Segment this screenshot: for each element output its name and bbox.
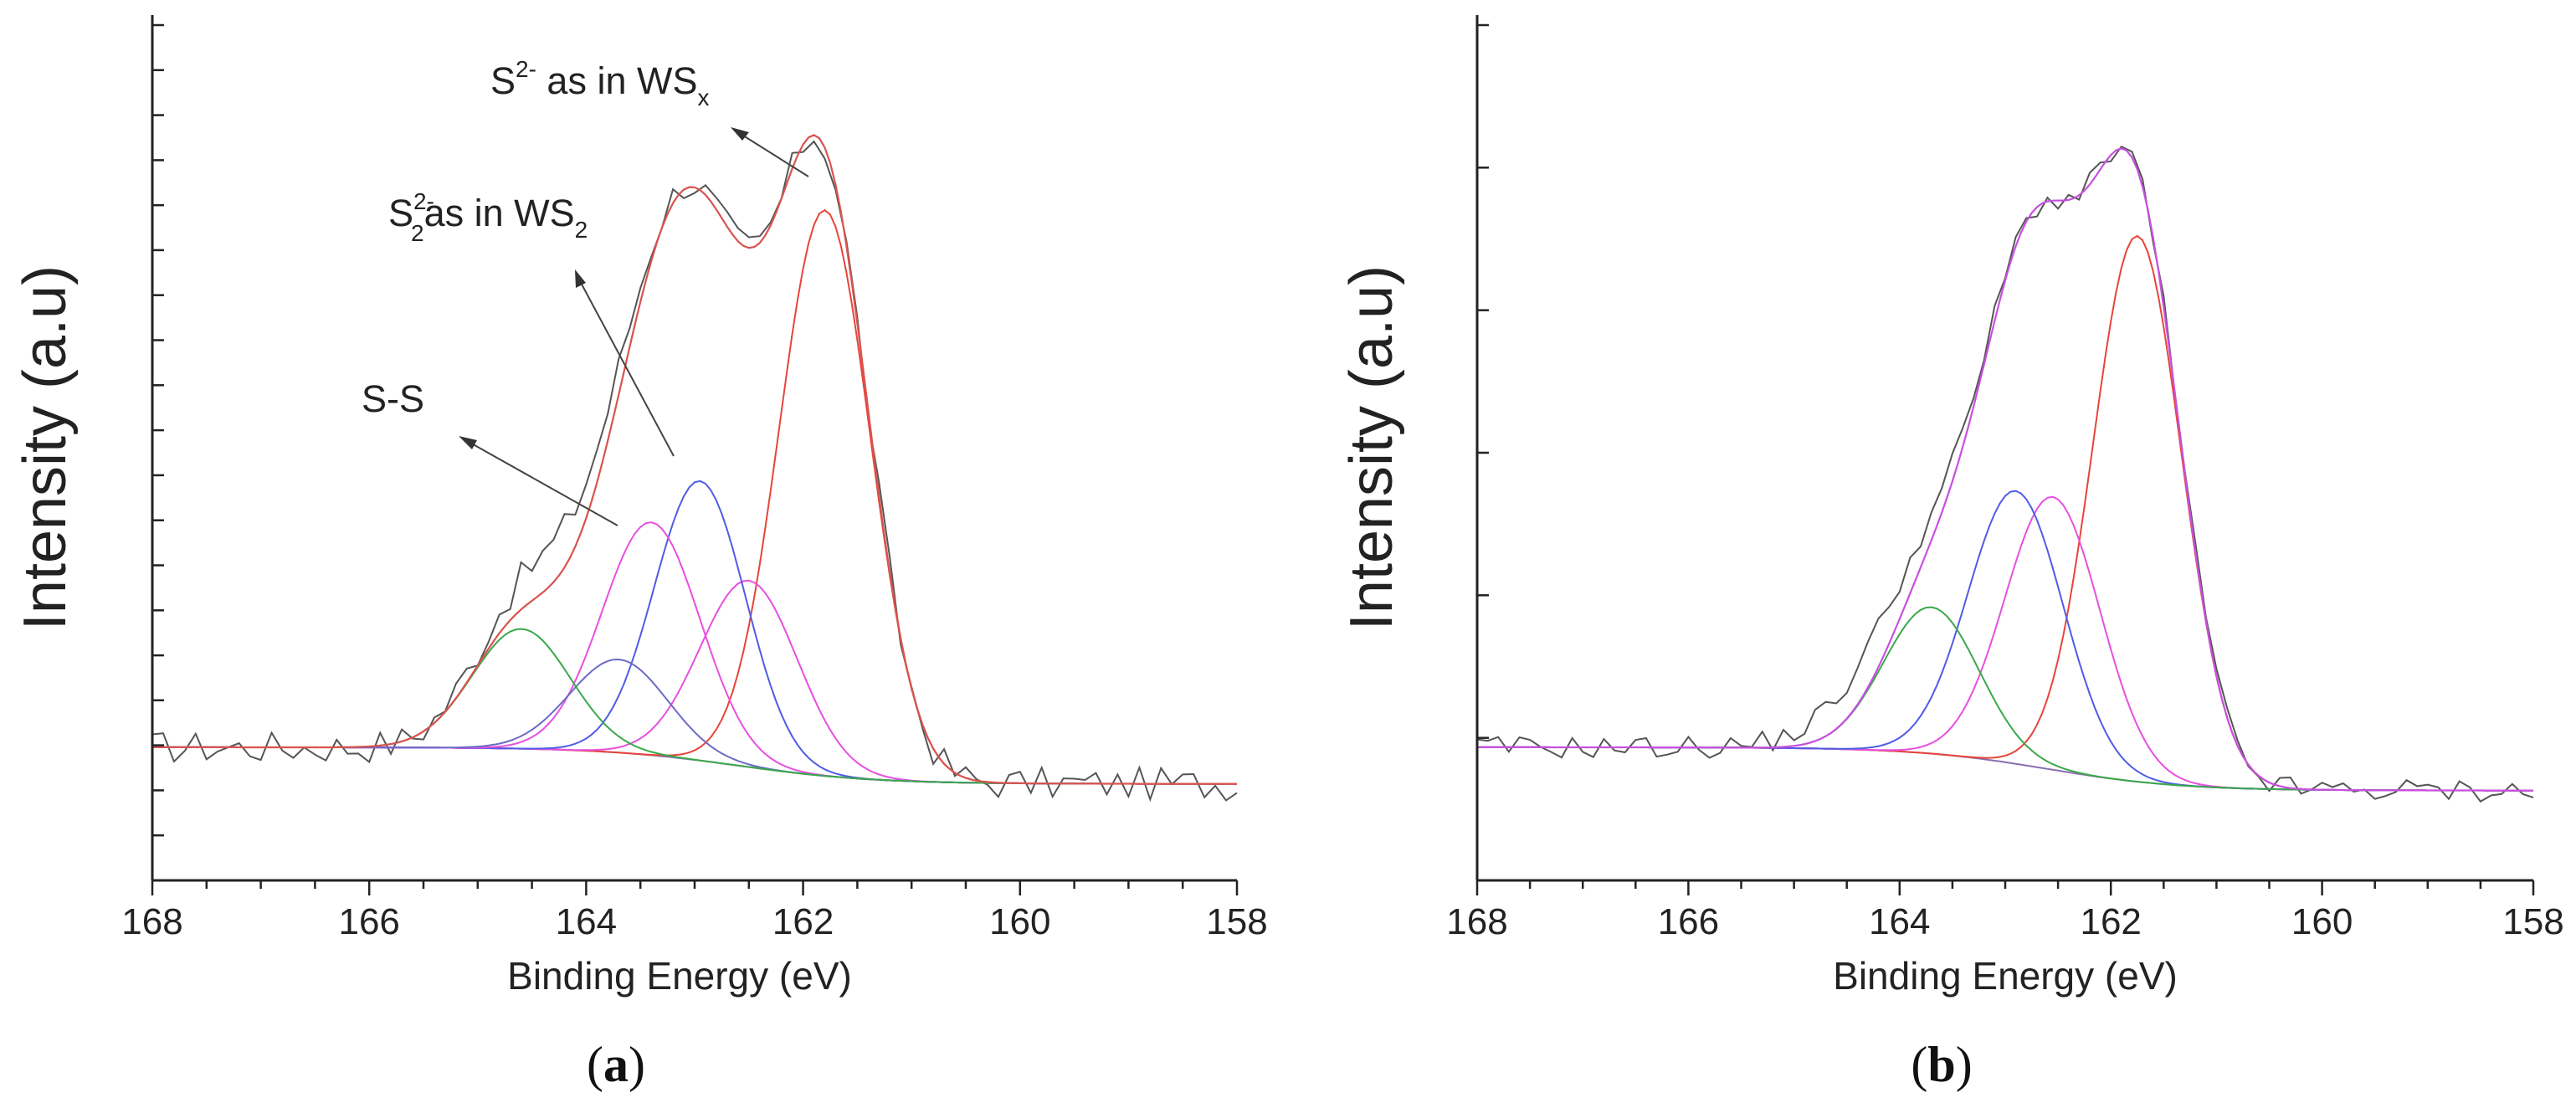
annotation-ws2-sup: 2-	[413, 188, 434, 214]
x-tick-label: 158	[2502, 901, 2563, 942]
x-tick-label: 166	[1658, 901, 1719, 942]
annotation-ws2-sub: 2	[411, 220, 424, 246]
plot-area-b	[1476, 145, 2534, 803]
x-tick-label: 160	[2291, 901, 2353, 942]
fit-peak-1	[152, 208, 1237, 785]
x-ticks-a: 168 166 164 162 160 158	[121, 880, 1268, 942]
y-ticks-b	[1477, 23, 1489, 739]
x-tick-label: 164	[556, 901, 617, 942]
panel-label-b-letter: b	[1927, 1037, 1955, 1092]
panel-label-b: (b)	[1911, 1037, 1972, 1092]
annotation-wsx-s: S	[490, 59, 516, 102]
x-tick-label: 162	[2080, 901, 2141, 942]
fit-peak-2	[152, 579, 1237, 785]
fit-peak-3	[152, 480, 1237, 785]
annotation-ss: S-S	[362, 377, 424, 420]
fit-peak-4	[152, 521, 1237, 785]
fit-envelope	[152, 134, 1237, 785]
annotation-wsx-sup: 2-	[516, 56, 536, 82]
annotation-ws2-s: S	[388, 192, 413, 234]
x-ticks-b: 168 166 164 162 160 158	[1446, 880, 2564, 942]
annotation-ws2: S2- 2as in WS2	[388, 188, 588, 246]
x-tick-label: 158	[1206, 901, 1267, 942]
x-tick-label: 168	[1446, 901, 1507, 942]
fit-peak-3	[1477, 490, 2533, 792]
raw-data-line	[151, 140, 1238, 803]
annotation-arrow-ss	[468, 441, 618, 526]
annotation-arrow-ws2	[578, 279, 675, 457]
y-ticks-a	[152, 23, 164, 837]
plot-area-a	[151, 134, 1238, 803]
annotation-wsx-sub: x	[697, 85, 709, 110]
annotation-ws2-sub2: 2	[575, 217, 588, 243]
fit-envelope	[1477, 147, 2533, 792]
x-tick-label: 166	[338, 901, 399, 942]
fit-peak-5	[152, 658, 1237, 785]
annotation-arrow-wsx	[740, 133, 809, 177]
panel-b: 168 166 164 162 160 158 Intensity (a.u) Bindi…	[1338, 15, 2564, 1092]
y-axis-label-a: Intensity (a.u)	[12, 265, 79, 630]
annotation-arrowhead-ss	[459, 436, 477, 449]
annotation-ws2-text: as in WS	[424, 192, 575, 234]
fit-peak-1	[1477, 234, 2533, 792]
panel-label-a: (a)	[587, 1037, 645, 1092]
x-axis-label-b: Binding Energy (eV)	[1833, 954, 2178, 998]
annotation-wsx-text: as in WS	[536, 59, 698, 102]
x-tick-label: 164	[1869, 901, 1930, 942]
baseline-line	[1477, 746, 2533, 792]
y-axis-label-b: Intensity (a.u)	[1338, 265, 1405, 630]
x-tick-label: 168	[121, 901, 182, 942]
x-tick-label: 160	[989, 901, 1050, 942]
panel-label-a-letter: a	[603, 1037, 629, 1092]
raw-data-line	[1476, 145, 2534, 803]
panel-a: 168 166 164 162 160 158 Intensity (a.u) Bindi…	[12, 15, 1268, 1092]
annotation-arrowhead-wsx	[731, 127, 749, 141]
x-tick-label: 162	[772, 901, 834, 942]
annotation-arrowhead-ws2	[575, 269, 586, 288]
x-axis-label-a: Binding Energy (eV)	[507, 954, 852, 998]
annotation-wsx: S2- as in WSx	[490, 56, 709, 110]
